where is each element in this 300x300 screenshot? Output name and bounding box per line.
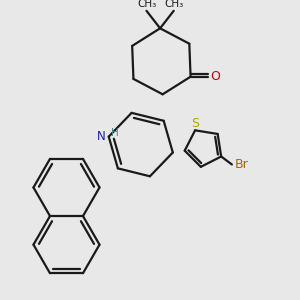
Text: H: H: [111, 128, 119, 138]
Text: CH₃: CH₃: [164, 0, 183, 9]
Text: N: N: [97, 130, 106, 143]
Text: CH₃: CH₃: [137, 0, 156, 9]
Text: O: O: [210, 70, 220, 83]
Text: Br: Br: [235, 158, 248, 171]
Text: S: S: [191, 117, 199, 130]
